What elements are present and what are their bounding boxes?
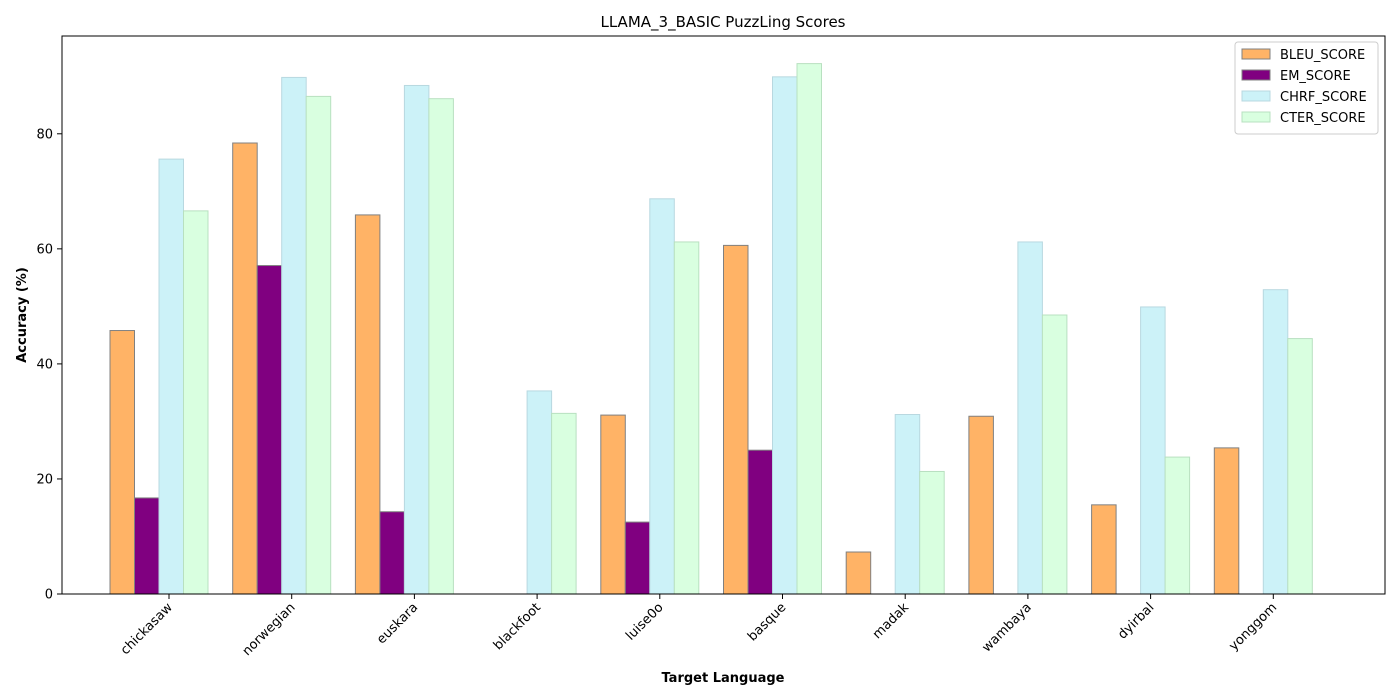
- legend-label-chrf-score: CHRF_SCORE: [1280, 90, 1367, 105]
- y-tick-label: 20: [36, 472, 53, 487]
- bar-chrf-score-euskara: [403, 84, 430, 595]
- legend-label-em-score: EM_SCORE: [1280, 69, 1351, 84]
- bars-layer: [109, 63, 1313, 595]
- bar-bleu-score-madak: [845, 551, 872, 595]
- bar-cter-score-euskara: [428, 98, 454, 595]
- bar-cter-score-yonggom: [1287, 338, 1313, 595]
- bar-bleu-score-euskara: [354, 214, 381, 595]
- bar-bleu-score-basque: [723, 244, 749, 595]
- x-tick-label-luise0o: luise0o: [623, 600, 666, 643]
- bar-cter-score-blackfoot: [551, 412, 577, 595]
- y-tick-label: 60: [36, 242, 53, 257]
- bar-cter-score-madak: [919, 470, 945, 595]
- bar-chrf-score-wambaya: [1017, 241, 1043, 595]
- bar-bleu-score-luise0o: [600, 414, 626, 595]
- bar-em-score-euskara: [379, 511, 405, 595]
- y-tick-label: 40: [36, 357, 53, 372]
- x-tick-label-chickasaw: chickasaw: [118, 600, 176, 658]
- bar-bleu-score-norwegian: [232, 142, 258, 595]
- legend-swatch-cter-score: [1241, 111, 1271, 123]
- x-tick-label-madak: madak: [870, 600, 912, 642]
- bar-em-score-basque: [747, 449, 773, 595]
- x-tick-label-wambaya: wambaya: [979, 600, 1034, 655]
- legend-label-bleu-score: BLEU_SCORE: [1280, 48, 1365, 63]
- x-tick-label-euskara: euskara: [374, 600, 421, 647]
- y-axis: 0 20 40 60 80: [36, 127, 62, 603]
- x-axis-label: Target Language: [661, 671, 784, 686]
- bar-cter-score-norwegian: [305, 95, 332, 595]
- legend-label-cter-score: CTER_SCORE: [1280, 111, 1366, 126]
- legend: BLEU_SCORE EM_SCORE CHRF_SCORE CTER_SCORE: [1234, 41, 1379, 135]
- bar-cter-score-chickasaw: [183, 210, 209, 595]
- x-tick-label-yonggom: yonggom: [1226, 600, 1280, 654]
- bar-em-score-norwegian: [256, 265, 283, 595]
- bar-cter-score-dyirbal: [1164, 456, 1191, 595]
- bar-bleu-score-dyirbal: [1091, 504, 1117, 595]
- bar-bleu-score-chickasaw: [109, 330, 135, 595]
- x-tick-label-norwegian: norwegian: [240, 600, 299, 659]
- bar-bleu-score-wambaya: [968, 415, 994, 595]
- bar-cter-score-luise0o: [673, 241, 700, 595]
- x-tick-label-blackfoot: blackfoot: [491, 600, 544, 653]
- legend-swatch-chrf-score: [1241, 90, 1271, 102]
- chart-title: LLAMA_3_BASIC PuzzLing Scores: [601, 13, 846, 32]
- bar-chrf-score-luise0o: [649, 198, 675, 595]
- bar-em-score-luise0o: [624, 521, 651, 595]
- bar-chrf-score-madak: [894, 414, 921, 595]
- bar-chrf-score-dyirbal: [1140, 306, 1166, 595]
- bar-chrf-score-yonggom: [1262, 289, 1289, 595]
- bar-em-score-chickasaw: [134, 497, 160, 595]
- bar-chrf-score-norwegian: [281, 76, 307, 595]
- y-tick-label: 80: [36, 127, 53, 142]
- bar-chrf-score-blackfoot: [526, 390, 553, 595]
- bar-chrf-score-basque: [772, 76, 798, 595]
- legend-frame: [1234, 41, 1379, 135]
- y-axis-label: Accuracy (%): [15, 267, 30, 363]
- legend-swatch-bleu-score: [1241, 48, 1271, 60]
- plot-frame: [61, 35, 1386, 595]
- bar-cter-score-wambaya: [1041, 314, 1068, 595]
- bar-chrf-score-chickasaw: [158, 158, 184, 595]
- x-tick-label-dyirbal: dyirbal: [1115, 600, 1157, 642]
- bar-cter-score-basque: [796, 63, 822, 595]
- x-tick-label-basque: basque: [745, 600, 789, 644]
- bar-bleu-score-yonggom: [1213, 447, 1240, 595]
- y-tick-label: 0: [45, 588, 53, 603]
- x-axis: chickasaw norwegian euskara blackfoot luise0…: [118, 594, 1280, 659]
- legend-swatch-em-score: [1241, 69, 1271, 81]
